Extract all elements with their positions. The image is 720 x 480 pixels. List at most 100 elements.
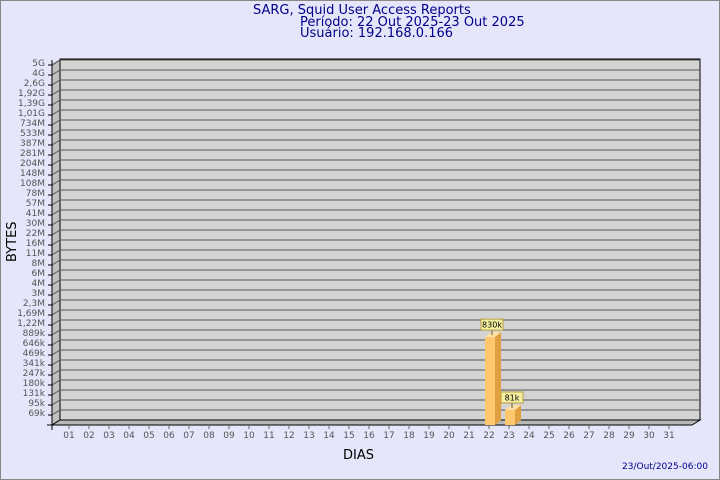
y-tick-label: 11M: [25, 249, 45, 259]
gridline: [51, 269, 700, 276]
x-tick-label: 18: [403, 431, 415, 441]
gridline: [51, 89, 700, 96]
bar-top: [485, 332, 501, 338]
y-tick-label: 4G: [32, 69, 45, 79]
x-tick-label: 03: [103, 431, 114, 441]
y-tick-label: 16M: [25, 239, 45, 249]
x-tick-label: 06: [163, 431, 175, 441]
y-tick-label: 108M: [20, 179, 45, 189]
x-axis-label: DIAS: [343, 448, 374, 463]
x-tick-label: 25: [543, 431, 554, 441]
y-tick-label: 22M: [25, 229, 45, 239]
y-tick-label: 1,92G: [17, 89, 45, 99]
y-tick-label: 281M: [20, 149, 45, 159]
plot-floor: [50, 419, 702, 426]
x-tick-label: 29: [623, 431, 635, 441]
x-tick-label: 22: [483, 431, 494, 441]
gridline: [51, 99, 700, 106]
bar-side: [495, 332, 501, 425]
gridline: [51, 109, 700, 116]
y-tick-label: 6M: [31, 269, 46, 279]
y-tick-label: 533M: [20, 129, 45, 139]
x-tick-label: 28: [603, 431, 615, 441]
y-tick-label: 41M: [25, 209, 45, 219]
gridline: [51, 189, 700, 196]
bar-label-box: [480, 318, 504, 331]
gridline: [51, 159, 700, 166]
chart-title: SARG, Squid User Access Reports: [253, 3, 471, 18]
bar: [485, 337, 495, 425]
bar-value-label: 830k: [482, 321, 502, 330]
y-tick-label: 247k: [22, 369, 45, 379]
gridline: [51, 199, 700, 206]
gridline: [51, 169, 700, 176]
x-tick-label: 23: [503, 431, 514, 441]
x-tick-label: 11: [263, 431, 274, 441]
y-tick-label: 1,69M: [17, 309, 45, 319]
gridline: [51, 299, 700, 306]
footer-timestamp: 23/Out/2025-06:00: [622, 462, 708, 472]
y-tick-label: 148M: [20, 169, 45, 179]
gridline: [51, 149, 700, 156]
x-tick-label: 20: [443, 431, 455, 441]
y-tick-label: 341k: [22, 359, 45, 369]
x-tick-label: 27: [583, 431, 594, 441]
y-tick-label: 78M: [25, 189, 45, 199]
gridline: [51, 139, 700, 146]
x-tick-label: 15: [343, 431, 354, 441]
x-tick-label: 26: [563, 431, 575, 441]
x-tick-label: 31: [663, 431, 674, 441]
bar-side: [515, 404, 521, 425]
y-tick-label: 387M: [20, 139, 45, 149]
y-tick-label: 4M: [31, 279, 46, 289]
y-tick-label: 8M: [31, 259, 46, 269]
bar-label-box: [500, 391, 524, 404]
x-tick-label: 16: [363, 431, 375, 441]
x-tick-label: 19: [423, 431, 435, 441]
x-tick-label: 30: [643, 431, 655, 441]
gridline: [51, 239, 700, 246]
x-tick-label: 09: [223, 431, 235, 441]
x-tick-label: 12: [283, 431, 294, 441]
gridline: [51, 259, 700, 266]
y-tick-label: 5G: [32, 59, 45, 69]
y-tick-label: 1,01G: [17, 109, 45, 119]
chart-subtitle-user: Usuário: 192.168.0.166: [300, 26, 454, 41]
bar-value-label: 81k: [505, 393, 520, 402]
y-tick-label: 3M: [31, 289, 46, 299]
gridline: [51, 229, 700, 236]
gridline: [51, 79, 700, 86]
y-tick-label: 180k: [22, 379, 45, 389]
gridline: [51, 179, 700, 186]
gridline: [51, 219, 700, 226]
x-tick-label: 04: [123, 431, 135, 441]
bar-top: [505, 404, 521, 410]
gridline: [51, 69, 700, 76]
y-tick-label: 1,39G: [17, 99, 45, 109]
x-tick-label: 02: [83, 431, 94, 441]
y-tick-label: 57M: [25, 199, 45, 209]
chart-subtitle-period: Período: 22 Out 2025-23 Out 2025: [300, 15, 525, 30]
gridline: [51, 59, 700, 66]
gridline: [51, 119, 700, 126]
x-tick-label: 21: [463, 431, 474, 441]
y-tick-label: 131k: [22, 389, 45, 399]
y-tick-label: 30M: [25, 219, 45, 229]
y-axis-label: BYTES: [5, 221, 20, 262]
x-tick-label: 05: [143, 431, 154, 441]
y-tick-label: 734M: [20, 119, 45, 129]
x-tick-label: 08: [203, 431, 215, 441]
y-tick-label: 2,3M: [22, 299, 45, 309]
gridline: [51, 309, 700, 316]
x-tick-label: 14: [323, 431, 335, 441]
y-tick-label: 1,22M: [17, 319, 45, 329]
gridline: [51, 249, 700, 256]
y-tick-label: 646k: [22, 339, 45, 349]
x-tick-label: 07: [183, 431, 194, 441]
y-tick-label: 69k: [28, 409, 45, 419]
y-tick-label: 204M: [20, 159, 45, 169]
x-tick-label: 13: [303, 431, 314, 441]
gridline: [51, 279, 700, 286]
gridline: [51, 129, 700, 136]
